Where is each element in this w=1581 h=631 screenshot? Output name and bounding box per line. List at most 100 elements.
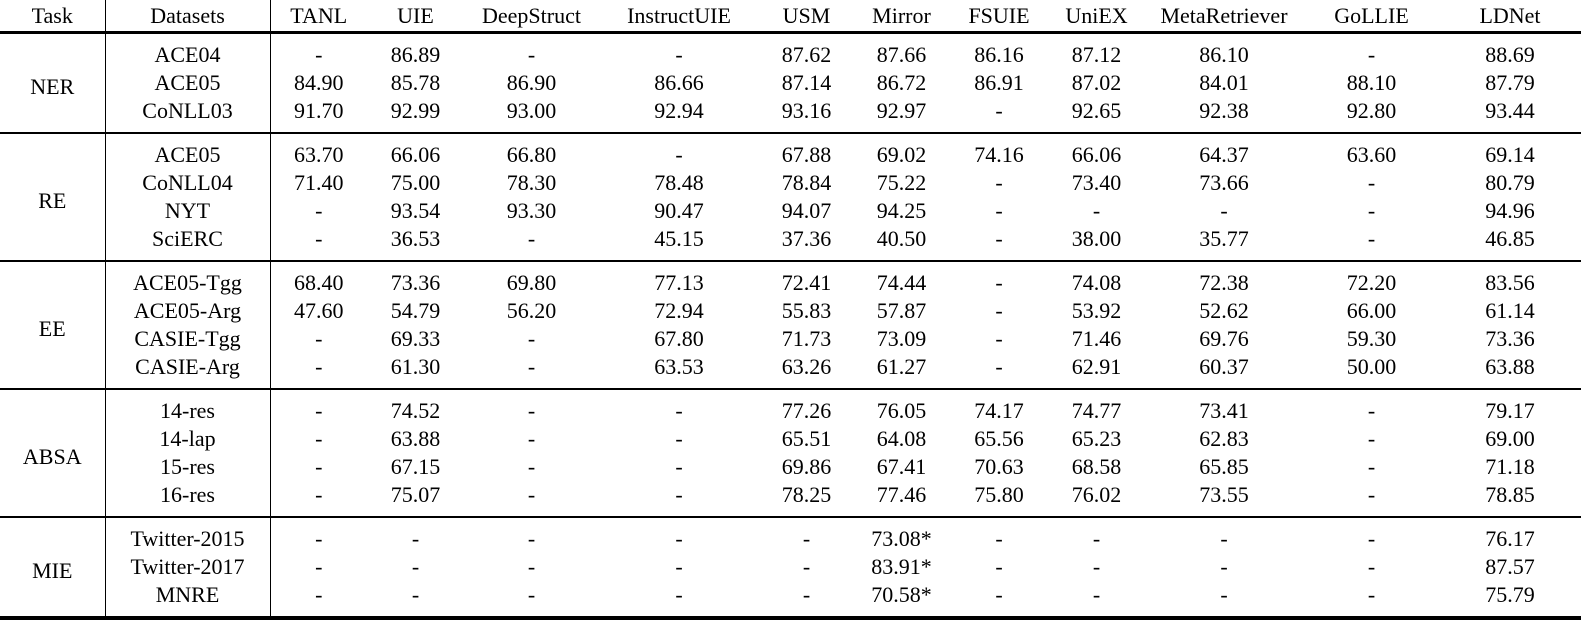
- value-cell: 86.72: [876, 70, 927, 95]
- value-cell: 40.50: [854, 225, 949, 262]
- value-cell: 67.41: [876, 454, 927, 479]
- table-row: MNRE - - - - - 70.58* - - - - 75.79: [0, 581, 1581, 618]
- value-cell: -: [270, 225, 367, 262]
- task-cell-re: RE: [0, 133, 106, 262]
- value-cell: -: [949, 353, 1049, 390]
- value-cell: 71.73: [781, 326, 832, 351]
- value-cell: 68.58: [1071, 454, 1122, 479]
- value-cell: 46.85: [1439, 225, 1581, 262]
- value-cell: 45.15: [599, 225, 759, 262]
- header-cell-fsuie: FSUIE: [949, 0, 1049, 34]
- value-cell: -: [995, 198, 1003, 223]
- header-cell-task: Task: [0, 0, 106, 34]
- value-cell: 67.15: [390, 454, 441, 479]
- header-cell-uniex: UniEX: [1049, 0, 1144, 34]
- value-cell: -: [1367, 454, 1376, 479]
- header-cell-metaretriever: MetaRetriever: [1144, 0, 1304, 34]
- value-cell: 73.40: [1071, 170, 1122, 195]
- value-cell: -: [1367, 426, 1376, 451]
- value-cell: -: [1220, 526, 1228, 551]
- value-cell: 87.79: [1485, 70, 1535, 95]
- value-cell: 63.70: [294, 142, 344, 167]
- value-cell: 75.07: [367, 481, 464, 518]
- value-cell: 63.26: [759, 353, 854, 390]
- value-cell: -: [995, 170, 1003, 195]
- value-cell: 56.20: [506, 298, 557, 323]
- table-row: 15-res - 67.15 - - 69.86 67.41 70.63 68.58 65.85 -…: [0, 453, 1581, 481]
- value-cell: 76.17: [1485, 526, 1535, 551]
- header-cell-tanl: TANL: [270, 0, 367, 34]
- dataset-cell: ACE04: [105, 32, 271, 69]
- value-cell: -: [1367, 582, 1376, 607]
- value-cell: 72.94: [654, 298, 704, 323]
- table-row: RE ACE05 63.70 66.06 66.80 - 67.88 69.02 74.16 66…: [0, 133, 1581, 262]
- value-cell: 72.20: [1346, 270, 1397, 295]
- header-cell-usm: USM: [759, 0, 854, 34]
- value-cell: 61.14: [1485, 298, 1535, 323]
- value-cell: 74.77: [1071, 398, 1122, 423]
- table-row: ACE05-Arg 47.60 54.79 56.20 72.94 55.83 57.87 -…: [0, 297, 1581, 325]
- value-cell: 67.80: [654, 326, 704, 351]
- value-cell: 92.97: [854, 97, 949, 134]
- value-cell: -: [995, 554, 1003, 579]
- value-cell: 50.00: [1304, 353, 1439, 390]
- value-cell: 65.56: [974, 426, 1024, 451]
- table-row: CoNLL04 71.40 75.00 78.30 78.48 78.84 75.22 - 73…: [0, 169, 1581, 197]
- value-cell: 73.55: [1144, 481, 1304, 518]
- value-cell: -: [527, 454, 536, 479]
- header-cell-instructuie: InstructUIE: [599, 0, 759, 34]
- value-cell: 65.51: [781, 426, 832, 451]
- value-cell: 70.58*: [871, 582, 932, 607]
- value-cell: 83.56: [1485, 270, 1535, 295]
- value-cell: -: [1092, 198, 1101, 223]
- value-cell: -: [464, 225, 599, 262]
- value-cell: 66.00: [1346, 298, 1397, 323]
- value-cell: 63.88: [390, 426, 441, 451]
- value-cell: 87.66: [876, 42, 927, 67]
- value-cell: 88.10: [1346, 70, 1397, 95]
- value-cell: 68.40: [294, 270, 344, 295]
- value-cell: 77.13: [654, 270, 704, 295]
- value-cell: 87.14: [781, 70, 832, 95]
- header-row: Task Datasets TANL UIE DeepStruct InstructUIE…: [0, 0, 1581, 34]
- dataset-cell: Twitter-2015: [105, 517, 271, 553]
- value-cell: 37.36: [759, 225, 854, 262]
- value-cell: 57.87: [876, 298, 927, 323]
- value-cell: 66.80: [506, 142, 557, 167]
- value-cell: 76.02: [1049, 481, 1144, 518]
- value-cell: -: [315, 398, 323, 423]
- dataset-cell: Twitter-2017: [105, 553, 271, 581]
- value-cell: 73.66: [1199, 170, 1249, 195]
- value-cell: -: [1367, 526, 1376, 551]
- value-cell: 77.26: [781, 398, 832, 423]
- value-cell: -: [1367, 398, 1376, 423]
- value-cell: 84.90: [294, 70, 344, 95]
- value-cell: 91.70: [270, 97, 367, 134]
- value-cell: 86.91: [974, 70, 1024, 95]
- value-cell: -: [315, 198, 323, 223]
- task-cell-ner: NER: [0, 32, 106, 134]
- value-cell: -: [315, 426, 323, 451]
- table-body: NER ACE04-86.89- -87.62 87.66 86.16 87.12 86.1…: [0, 32, 1581, 618]
- value-cell: -: [1367, 198, 1376, 223]
- value-cell: -: [527, 526, 536, 551]
- dataset-cell: 16-res: [105, 481, 271, 518]
- dataset-cell: CASIE-Tgg: [105, 325, 271, 353]
- value-cell: 63.60: [1346, 142, 1397, 167]
- value-cell: 67.88: [781, 142, 832, 167]
- value-cell: -: [315, 454, 323, 479]
- value-cell: -: [527, 426, 536, 451]
- table-row: CASIE-Tgg - 69.33 - 67.80 71.73 73.09 - 71.46 69.…: [0, 325, 1581, 353]
- value-cell: 73.09: [876, 326, 927, 351]
- dataset-cell: ACE05-Tgg: [105, 261, 271, 297]
- value-cell: 84.01: [1199, 70, 1249, 95]
- table-row: NYT - 93.54 93.30 90.47 94.07 94.25 - - - - 94.96: [0, 197, 1581, 225]
- value-cell: 93.44: [1439, 97, 1581, 134]
- value-cell: 55.83: [781, 298, 832, 323]
- table-header: Task Datasets TANL UIE DeepStruct InstructUIE…: [0, 0, 1581, 34]
- value-cell: 73.08*: [871, 526, 932, 551]
- value-cell: 75.79: [1485, 582, 1535, 607]
- value-cell: 78.48: [654, 170, 704, 195]
- value-cell: -: [315, 554, 323, 579]
- value-cell: 53.92: [1071, 298, 1122, 323]
